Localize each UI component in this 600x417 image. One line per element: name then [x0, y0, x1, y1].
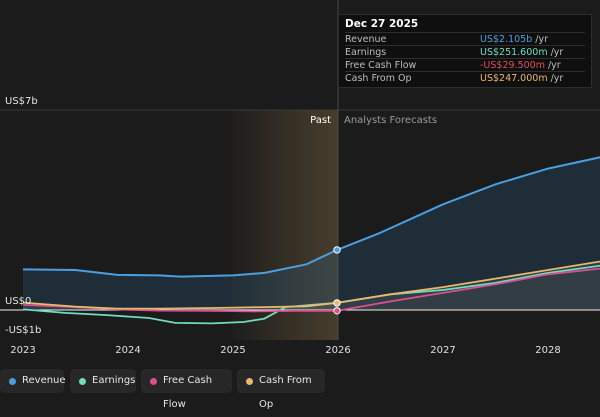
x-tick-2025: 2025: [220, 345, 245, 356]
x-tick-2023: 2023: [10, 345, 35, 356]
tooltip-row-value: -US$29.500m /yr: [480, 60, 561, 71]
marker-revenue: [333, 246, 341, 254]
area-revenue: [23, 157, 600, 310]
past-label: Past: [310, 115, 331, 126]
legend-label: Revenue: [22, 375, 66, 386]
y-label-top: US$7b: [5, 96, 38, 107]
legend-dot-icon: [9, 378, 16, 385]
legend-dot-icon: [79, 378, 86, 385]
tooltip-unit: /yr: [535, 34, 549, 45]
forecast-label: Analysts Forecasts: [344, 115, 437, 126]
past-highlight-band: [232, 110, 338, 340]
y-label-zero: US$0: [5, 296, 31, 307]
legend-label: Earnings: [92, 375, 136, 386]
legend-item-cash-from-op[interactable]: Cash From Op: [237, 369, 325, 410]
area-cash-from-op: [23, 261, 600, 310]
series-line-revenue: [22, 156, 600, 278]
tooltip-row-name: Free Cash Flow: [345, 60, 417, 71]
tooltip-unit: /yr: [547, 60, 561, 71]
legend: Revenue Earnings Free Cash Flow Cash Fro…: [0, 369, 600, 410]
series-line-cash-from-op: [22, 260, 600, 310]
legend-dot-icon: [150, 378, 157, 385]
tooltip-row-cfo: Cash From Op US$247.000m /yr: [345, 71, 585, 85]
marker-free-cash-flow: [333, 307, 341, 315]
chart-canvas: US$7b US$0 -US$1b Past Analysts Forecast…: [0, 0, 600, 356]
tooltip-row-value: US$247.000m /yr: [480, 73, 563, 84]
x-tick-2027: 2027: [430, 345, 455, 356]
tooltip-row-fcf: Free Cash Flow -US$29.500m /yr: [345, 58, 585, 72]
marker-cash-from-op: [333, 299, 341, 307]
tooltip-row-earnings: Earnings US$251.600m /yr: [345, 45, 585, 59]
tooltip-row-value: US$251.600m /yr: [480, 47, 563, 58]
tooltip-value-text: US$251.600m: [480, 47, 548, 58]
legend-dot-icon: [246, 378, 253, 385]
tooltip-row-name: Revenue: [345, 34, 387, 45]
tooltip-value-text: US$247.000m: [480, 73, 548, 84]
tooltip-value-text: US$2.105b: [480, 34, 533, 45]
y-label-bottom: -US$1b: [5, 325, 41, 336]
hover-tooltip: Dec 27 2025 Revenue US$2.105b /yr Earnin…: [338, 14, 592, 88]
legend-item-earnings[interactable]: Earnings: [70, 369, 136, 393]
tooltip-row-name: Cash From Op: [345, 73, 412, 84]
series-line-earnings: [22, 264, 600, 325]
x-tick-2026: 2026: [325, 345, 350, 356]
tooltip-value-text: -US$29.500m: [480, 60, 545, 71]
tooltip-date: Dec 27 2025: [345, 18, 419, 30]
legend-label: Free Cash Flow: [163, 375, 213, 410]
x-tick-2024: 2024: [115, 345, 140, 356]
tooltip-row-value: US$2.105b /yr: [480, 34, 548, 45]
tooltip-row-name: Earnings: [345, 47, 387, 58]
x-tick-2028: 2028: [535, 345, 560, 356]
tooltip-unit: /yr: [550, 47, 564, 58]
tooltip-row-revenue: Revenue US$2.105b /yr: [345, 32, 585, 46]
tooltip-unit: /yr: [550, 73, 564, 84]
legend-item-revenue[interactable]: Revenue: [0, 369, 66, 393]
legend-item-free-cash-flow[interactable]: Free Cash Flow: [141, 369, 232, 410]
legend-label: Cash From Op: [259, 375, 312, 410]
